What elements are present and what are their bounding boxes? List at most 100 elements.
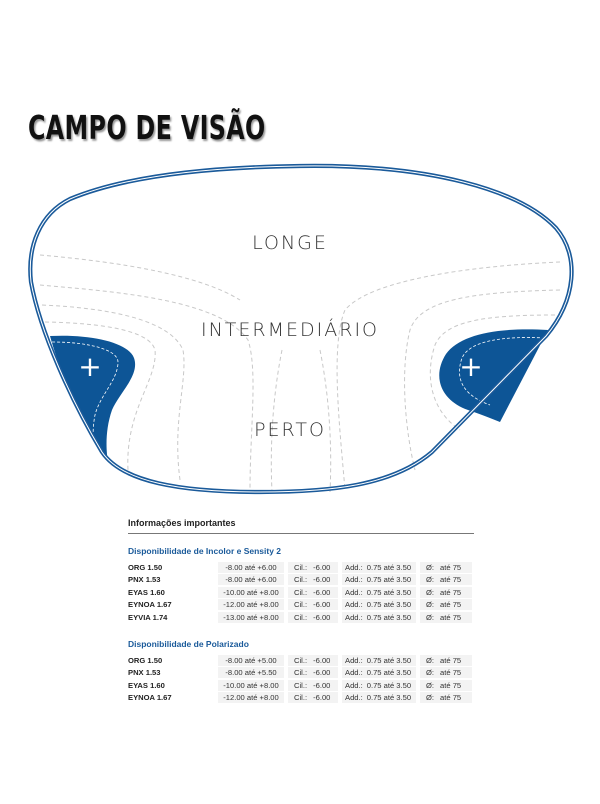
diameter-cell: Ø: até 75	[420, 561, 472, 573]
power-range: -8.00 até +5.00	[218, 654, 284, 666]
cil-cell: Cil.: -6.00	[288, 611, 338, 623]
cil-label: Cil.:	[294, 668, 308, 678]
zone-longe: LONGE	[252, 232, 328, 254]
cil-cell: Cil.: -6.00	[288, 679, 338, 691]
cil-label: Cil.:	[294, 693, 308, 703]
diameter-label: Ø:	[426, 680, 435, 690]
info-heading: Informações importantes	[128, 518, 474, 534]
zone-intermediario: INTERMEDIÁRIO	[201, 318, 379, 341]
add-cell: Add.: 0.75 até 3.50	[342, 599, 416, 611]
add-value: 0.75 até 3.50	[366, 600, 412, 610]
table-row: PNX 1.53 -8.00 até +5.50 Cil.: -6.00 Add.: 0.…	[128, 667, 474, 679]
table-row: ORG 1.50 -8.00 até +5.00 Cil.: -6.00 Add.: 0.…	[128, 654, 474, 666]
add-label: Add.:	[345, 575, 363, 585]
add-cell: Add.: 0.75 até 3.50	[342, 574, 416, 586]
section-title: Disponibilidade de Incolor e Sensity 2	[128, 546, 282, 556]
add-label: Add.:	[345, 693, 363, 703]
diameter-value: até 75	[440, 600, 462, 610]
diameter-label: Ø:	[426, 693, 435, 703]
cil-label: Cil.:	[294, 680, 308, 690]
table-row: EYNOA 1.67 -12.00 até +8.00 Cil.: -6.00 Add.…	[128, 598, 474, 611]
power-range: -8.00 até +5.50	[218, 667, 284, 679]
diameter-value: até 75	[440, 587, 462, 597]
info-panel: Informações importantes Disponibilidade …	[128, 518, 474, 704]
diameter-label: Ø:	[426, 668, 435, 678]
diameter-cell: Ø: até 75	[420, 611, 472, 623]
add-value: 0.75 até 3.50	[366, 562, 412, 572]
power-range: -13.00 até +8.00	[218, 611, 284, 623]
add-value: 0.75 até 3.50	[366, 587, 412, 597]
cil-value: -6.00	[313, 587, 331, 597]
cil-value: -6.00	[313, 680, 331, 690]
diameter-cell: Ø: até 75	[420, 586, 472, 598]
table-row: ORG 1.50 -8.00 até +6.00 Cil.: -6.00 Add.: 0.…	[128, 561, 474, 573]
power-range: -10.00 até +8.00	[218, 679, 284, 691]
table-row: EYAS 1.60 -10.00 até +8.00 Cil.: -6.00 Add.:…	[128, 586, 474, 598]
diameter-label: Ø:	[426, 655, 435, 665]
add-label: Add.:	[345, 562, 363, 572]
add-value: 0.75 até 3.50	[366, 655, 412, 665]
lens-name: ORG 1.50	[128, 654, 214, 666]
add-cell: Add.: 0.75 até 3.50	[342, 692, 416, 704]
cil-cell: Cil.: -6.00	[288, 599, 338, 611]
cil-label: Cil.:	[294, 612, 308, 622]
add-value: 0.75 até 3.50	[366, 668, 412, 678]
add-label: Add.:	[345, 612, 363, 622]
cil-value: -6.00	[313, 612, 331, 622]
cil-value: -6.00	[313, 562, 331, 572]
diameter-cell: Ø: até 75	[420, 667, 472, 679]
right-blob	[439, 329, 548, 422]
lens-name: EYNOA 1.67	[128, 599, 214, 611]
add-value: 0.75 até 3.50	[366, 612, 412, 622]
cil-label: Cil.:	[294, 575, 308, 585]
section-title: Disponibilidade de Polarizado	[128, 639, 249, 650]
cil-cell: Cil.: -6.00	[288, 667, 338, 679]
cil-label: Cil.:	[294, 562, 308, 572]
cil-cell: Cil.: -6.00	[288, 692, 338, 704]
diameter-value: até 75	[440, 668, 462, 678]
progression-lines	[39, 254, 561, 493]
table-row: EYVIA 1.74 -13.00 até +8.00 Cil.: -6.00 Add.…	[128, 611, 474, 623]
add-cell: Add.: 0.75 até 3.50	[342, 667, 416, 679]
diameter-label: Ø:	[426, 562, 435, 572]
power-range: -8.00 até +6.00	[218, 574, 284, 586]
lens-name: PNX 1.53	[128, 667, 214, 679]
lens-name: EYNOA 1.67	[128, 692, 214, 704]
cil-value: -6.00	[313, 600, 331, 610]
power-range: -12.00 até +8.00	[218, 692, 284, 704]
lens-diagram: + + LONGE INTERMEDIÁRIO PERTO	[28, 163, 574, 495]
lens-name: EYAS 1.60	[128, 679, 214, 691]
lens-name: EYVIA 1.74	[128, 611, 214, 623]
diameter-label: Ø:	[426, 575, 435, 585]
power-range: -12.00 até +8.00	[218, 599, 284, 611]
cil-cell: Cil.: -6.00	[288, 654, 338, 666]
table-row: EYNOA 1.67 -12.00 até +8.00 Cil.: -6.00 Add.…	[128, 692, 474, 704]
diameter-value: até 75	[440, 562, 462, 572]
add-cell: Add.: 0.75 até 3.50	[342, 586, 416, 598]
cil-label: Cil.:	[294, 600, 308, 610]
plus-icon: +	[78, 350, 101, 383]
diameter-value: até 75	[440, 693, 462, 703]
diameter-cell: Ø: até 75	[420, 654, 472, 666]
table-row: PNX 1.53 -8.00 até +6.00 Cil.: -6.00 Add.: 0.…	[128, 573, 474, 586]
lens-name: PNX 1.53	[128, 574, 214, 586]
cil-value: -6.00	[313, 668, 331, 678]
plus-icon: +	[459, 350, 482, 383]
diameter-value: até 75	[440, 655, 462, 665]
lens-name: ORG 1.50	[128, 561, 214, 573]
cil-value: -6.00	[313, 575, 331, 585]
cil-label: Cil.:	[294, 655, 308, 665]
cil-cell: Cil.: -6.00	[288, 586, 338, 598]
power-range: -10.00 até +8.00	[218, 586, 284, 598]
diameter-cell: Ø: até 75	[420, 574, 472, 586]
add-value: 0.75 até 3.50	[366, 575, 412, 585]
diameter-value: até 75	[440, 575, 462, 585]
diameter-cell: Ø: até 75	[420, 599, 472, 611]
add-value: 0.75 até 3.50	[366, 693, 412, 703]
diameter-value: até 75	[440, 680, 462, 690]
zone-perto: PERTO	[254, 419, 326, 441]
add-cell: Add.: 0.75 até 3.50	[342, 679, 416, 691]
add-value: 0.75 até 3.50	[366, 680, 412, 690]
add-cell: Add.: 0.75 até 3.50	[342, 654, 416, 666]
left-blob	[50, 335, 136, 462]
